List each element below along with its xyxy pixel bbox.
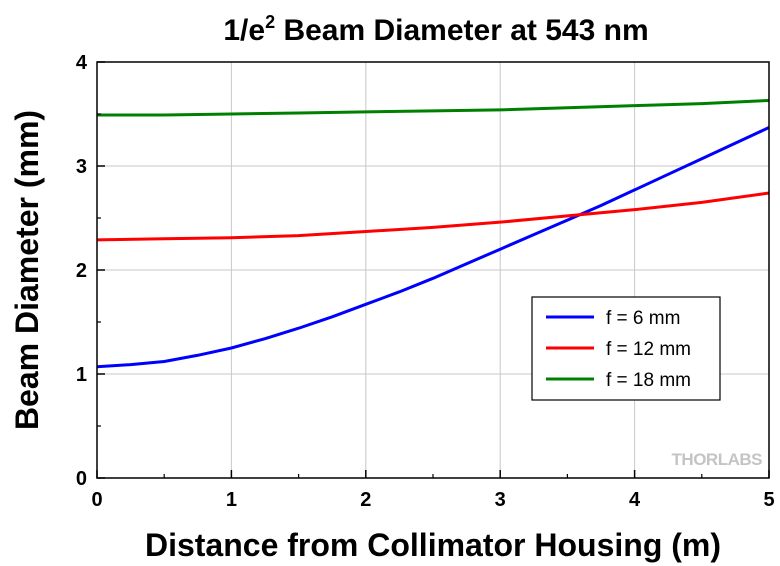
y-axis-label: Beam Diameter (mm) bbox=[9, 110, 45, 430]
y-tick-label: 1 bbox=[76, 364, 87, 386]
y-tick-label: 0 bbox=[76, 468, 87, 490]
chart-title-suffix: Beam Diameter at 543 nm bbox=[275, 14, 649, 47]
x-tick-label: 4 bbox=[629, 489, 641, 511]
x-tick-label: 5 bbox=[763, 489, 774, 511]
chart-title-superscript: 2 bbox=[265, 12, 275, 32]
chart-title-prefix: 1/e bbox=[223, 14, 265, 47]
x-tick-labels: 0 1 2 3 4 5 bbox=[91, 489, 774, 511]
legend: f = 6 mm f = 12 mm f = 18 mm bbox=[531, 296, 721, 401]
axis-ticks bbox=[96, 61, 770, 479]
y-tick-label: 4 bbox=[76, 52, 88, 74]
grid-lines bbox=[97, 62, 769, 478]
y-tick-label: 2 bbox=[76, 260, 87, 282]
series-line-3 bbox=[97, 98, 770, 117]
y-tick-labels: 0 1 2 3 4 bbox=[76, 52, 88, 490]
series-line-2 bbox=[96, 191, 770, 242]
x-tick-label: 1 bbox=[226, 489, 237, 511]
x-axis-label: Distance from Collimator Housing (m) bbox=[145, 527, 721, 563]
chart-title: 1/e2 Beam Diameter at 543 nm bbox=[223, 12, 648, 47]
legend-label-1: f = 6 mm bbox=[606, 308, 680, 329]
y-tick-label: 3 bbox=[76, 156, 87, 178]
legend-label-3: f = 18 mm bbox=[606, 370, 691, 391]
x-tick-label: 0 bbox=[91, 489, 102, 511]
x-tick-label: 2 bbox=[360, 489, 371, 511]
thorlabs-watermark: THORLABS bbox=[672, 450, 763, 469]
legend-label-2: f = 12 mm bbox=[606, 339, 691, 360]
series-line-1 bbox=[96, 126, 770, 369]
series-lines bbox=[96, 98, 770, 369]
x-tick-label: 3 bbox=[495, 489, 506, 511]
